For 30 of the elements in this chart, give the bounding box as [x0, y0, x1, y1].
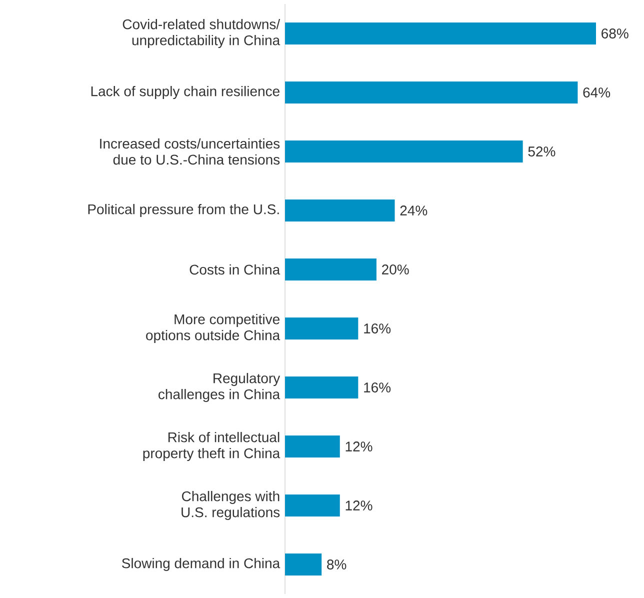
y-tick-label: Lack of supply chain resilience [91, 86, 280, 100]
bar [285, 258, 376, 280]
bar [285, 494, 340, 516]
bar [285, 140, 523, 162]
data-label: 8% [327, 560, 346, 570]
y-tick-label: Slowing demand in China [122, 558, 280, 572]
data-label: 16% [364, 324, 391, 334]
bar [285, 82, 578, 104]
y-tick-label: Political pressure from the U.S. [88, 204, 279, 218]
data-label: 64% [583, 88, 610, 98]
bar [285, 435, 340, 458]
y-tick-label: Costs in China [190, 264, 280, 275]
data-label: 24% [400, 206, 428, 216]
y-tick-label: Increased costs/uncertainties due to U.S.-China tensions [100, 138, 280, 165]
data-label: 20% [382, 264, 409, 274]
bar [285, 317, 358, 340]
data-label: 12% [346, 500, 372, 510]
data-label: 68% [602, 28, 628, 38]
bar [285, 553, 322, 576]
y-tick-label: Covid-related shutdowns/ unpredictability in China [122, 18, 280, 48]
bar [285, 376, 358, 398]
bar [285, 199, 395, 222]
bar [285, 22, 596, 44]
y-tick-label: Regulatory challenges in China [158, 372, 280, 402]
y-tick-label: Risk of intellectual property theft in China [143, 432, 280, 462]
data-label: 52% [528, 146, 556, 156]
y-tick-label: Challenges with U.S. regulations [182, 490, 280, 520]
y-tick-label: More competitive options outside China [146, 314, 280, 344]
data-label: 12% [346, 442, 372, 452]
data-label: 16% [364, 382, 391, 392]
